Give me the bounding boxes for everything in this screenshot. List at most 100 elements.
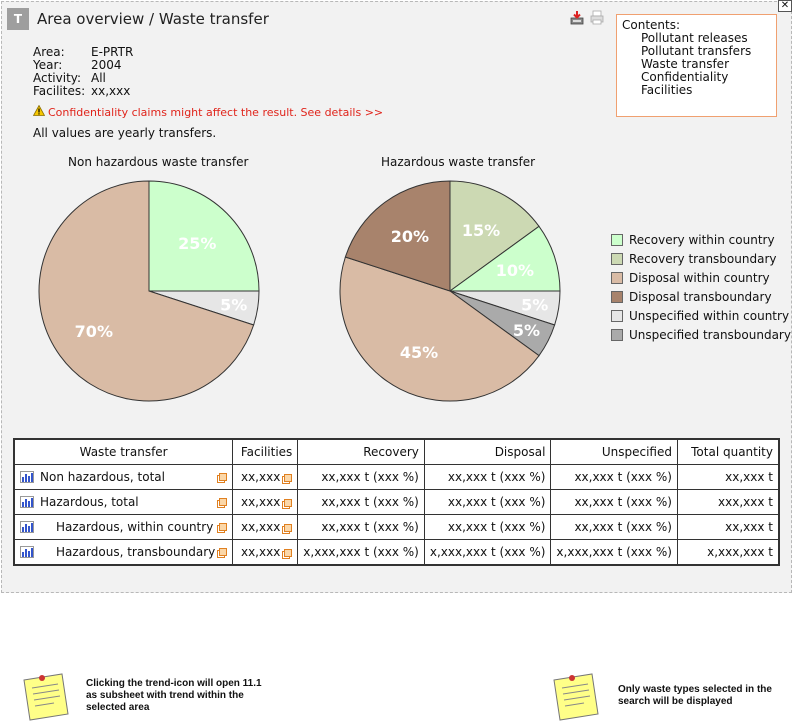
pie-slice-label: 45% bbox=[400, 343, 438, 362]
unspecified-cell: xx,xxx t (xxx %) bbox=[550, 489, 678, 515]
facilities-value: xx,xxx bbox=[240, 520, 281, 534]
trend-chart-icon[interactable] bbox=[20, 546, 34, 558]
toolbar bbox=[570, 10, 604, 29]
open-subsheet-icon[interactable] bbox=[217, 497, 228, 508]
pie-slice bbox=[148, 180, 260, 292]
close-button[interactable]: ✕ bbox=[778, 0, 792, 12]
open-subsheet-icon[interactable] bbox=[217, 472, 228, 483]
disposal-cell: xx,xxx t (xxx %) bbox=[423, 489, 552, 515]
recovery-cell: xx,xxx t (xxx %) bbox=[297, 514, 425, 540]
yearly-note: All values are yearly transfers. bbox=[33, 126, 217, 140]
column-header-disposal[interactable]: Disposal bbox=[423, 438, 552, 465]
legend-label: Disposal within country bbox=[629, 270, 770, 285]
contents-link-confidentiality[interactable]: Confidentiality bbox=[641, 70, 729, 84]
facilities-cell: xx,xxx bbox=[232, 489, 299, 515]
download-icon[interactable] bbox=[570, 10, 584, 29]
recovery-cell: x,xxx,xxx t (xxx %) bbox=[297, 539, 425, 566]
pie-slice bbox=[339, 256, 540, 402]
legend-label: Unspecified transboundary bbox=[629, 327, 791, 342]
pie-slice-label: 5% bbox=[513, 321, 540, 340]
year-value: 2004 bbox=[91, 58, 122, 72]
legend-swatch bbox=[611, 290, 623, 303]
pie-slice-label: 15% bbox=[462, 221, 500, 240]
open-facilities-icon[interactable] bbox=[282, 473, 293, 484]
pie-slice-label: 5% bbox=[220, 295, 247, 314]
contents-link-pollutant-transfers[interactable]: Pollutant transfers bbox=[641, 44, 752, 58]
total-quantity-cell: xx,xxx t bbox=[676, 464, 780, 490]
legend-swatch bbox=[611, 252, 623, 265]
trend-chart-icon[interactable] bbox=[20, 471, 34, 483]
pie-slice-label: 10% bbox=[496, 261, 534, 280]
trend-chart-icon[interactable] bbox=[20, 496, 34, 508]
waste-transfer-cell: Non hazardous, total bbox=[13, 464, 234, 490]
pie-slice-label: 25% bbox=[178, 234, 216, 253]
year-label: Year: bbox=[33, 58, 63, 72]
facilities-cell: xx,xxx bbox=[232, 464, 299, 490]
facilities-value: xx,xxx bbox=[240, 470, 281, 484]
row-label: Hazardous, within country bbox=[56, 520, 214, 534]
trend-chart-icon[interactable] bbox=[20, 521, 34, 533]
page-title: Area overview / Waste transfer bbox=[37, 10, 269, 28]
facilities-cell: xx,xxx bbox=[232, 539, 299, 566]
recovery-cell: xx,xxx t (xxx %) bbox=[297, 489, 425, 515]
sticky-note-trend: Clicking the trend-icon will open 11.1 a… bbox=[18, 668, 264, 728]
activity-value: All bbox=[91, 71, 106, 85]
contents-link-facilities[interactable]: Facilities bbox=[641, 83, 693, 97]
disposal-cell: xx,xxx t (xxx %) bbox=[423, 464, 552, 490]
pie-slice bbox=[344, 180, 451, 292]
chart-legend: Recovery within country Recovery transbo… bbox=[611, 230, 791, 344]
disposal-cell: xx,xxx t (xxx %) bbox=[423, 514, 552, 540]
unspecified-cell: xx,xxx t (xxx %) bbox=[550, 514, 678, 540]
legend-swatch bbox=[611, 328, 623, 341]
unspecified-cell: xx,xxx t (xxx %) bbox=[550, 464, 678, 490]
total-quantity-cell: xxx,xxx t bbox=[676, 489, 780, 515]
pie-chart-non-hazardous: 25% 5% 70% bbox=[38, 180, 260, 402]
selection-summary: Area: E-PRTR Year: 2004 Activity: All Facil… bbox=[33, 46, 133, 98]
table-header-row: Waste transfer Facilities Recovery Dispo… bbox=[13, 438, 780, 465]
open-facilities-icon[interactable] bbox=[282, 523, 293, 534]
chart-title-non-hazardous: Non hazardous waste transfer bbox=[68, 155, 249, 169]
pie-slice-label: 20% bbox=[391, 227, 429, 246]
area-label: Area: bbox=[33, 45, 65, 59]
confidentiality-warning-link[interactable]: Confidentiality claims might affect the … bbox=[32, 104, 383, 119]
title-row: T Area overview / Waste transfer bbox=[7, 8, 269, 30]
warning-icon bbox=[32, 104, 46, 119]
facilities-value: xx,xxx bbox=[240, 495, 281, 509]
open-subsheet-icon[interactable] bbox=[217, 522, 228, 533]
open-subsheet-icon[interactable] bbox=[217, 547, 228, 558]
legend-label: Recovery transboundary bbox=[629, 251, 777, 266]
note-text-waste-types: Only waste types selected in the search … bbox=[618, 684, 772, 707]
column-header-recovery[interactable]: Recovery bbox=[297, 438, 425, 465]
contents-link-waste-transfer[interactable]: Waste transfer bbox=[641, 57, 729, 71]
pie-slice bbox=[38, 180, 255, 402]
sticky-note-icon bbox=[18, 668, 74, 728]
sticky-note-icon bbox=[548, 668, 604, 728]
open-facilities-icon[interactable] bbox=[282, 548, 293, 559]
column-header-waste-transfer[interactable]: Waste transfer bbox=[13, 438, 234, 465]
legend-label: Disposal transboundary bbox=[629, 289, 772, 304]
pie-slice-label: 70% bbox=[75, 322, 113, 341]
pie-chart-hazardous: 15% 10% 5% 5% 45% 20% bbox=[339, 180, 561, 402]
legend-item: Disposal within country bbox=[611, 268, 791, 287]
waste-transfer-cell: Hazardous, within country bbox=[13, 514, 234, 540]
column-header-total-quantity[interactable]: Total quantity bbox=[676, 438, 780, 465]
row-label: Non hazardous, total bbox=[40, 470, 165, 484]
open-facilities-icon[interactable] bbox=[282, 498, 293, 509]
legend-item: Unspecified within country bbox=[611, 306, 791, 325]
legend-swatch bbox=[611, 309, 623, 322]
total-quantity-cell: xx,xxx t bbox=[676, 514, 780, 540]
waste-transfer-cell: Hazardous, total bbox=[13, 489, 234, 515]
area-value: E-PRTR bbox=[91, 45, 134, 59]
facilities-value: xx,xxx bbox=[240, 545, 281, 559]
chart-title-hazardous: Hazardous waste transfer bbox=[381, 155, 536, 169]
row-label: Hazardous, total bbox=[40, 495, 139, 509]
pie-slice-label: 5% bbox=[521, 295, 548, 314]
contents-link-pollutant-releases[interactable]: Pollutant releases bbox=[641, 31, 748, 45]
printer-icon[interactable] bbox=[590, 10, 604, 29]
column-header-facilities[interactable]: Facilities bbox=[232, 438, 299, 465]
unspecified-cell: x,xxx,xxx t (xxx %) bbox=[550, 539, 678, 566]
note-text-trend: Clicking the trend-icon will open 11.1 a… bbox=[86, 678, 262, 713]
legend-swatch bbox=[611, 271, 623, 284]
activity-label: Activity: bbox=[33, 71, 82, 85]
column-header-unspecified[interactable]: Unspecified bbox=[550, 438, 678, 465]
